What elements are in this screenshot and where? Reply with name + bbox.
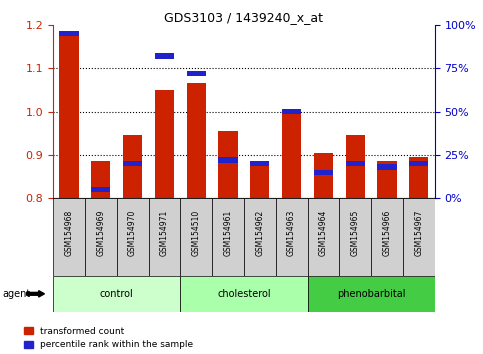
Text: GSM154962: GSM154962 bbox=[256, 210, 264, 256]
Text: GSM154970: GSM154970 bbox=[128, 210, 137, 256]
Bar bbox=[409, 157, 428, 198]
Bar bbox=[339, 198, 371, 276]
Bar bbox=[59, 33, 79, 198]
Text: GSM154971: GSM154971 bbox=[160, 210, 169, 256]
Bar bbox=[53, 276, 180, 312]
Bar bbox=[250, 161, 270, 166]
Bar bbox=[180, 276, 308, 312]
Bar bbox=[155, 53, 174, 59]
Text: GSM154964: GSM154964 bbox=[319, 210, 328, 256]
Bar bbox=[346, 135, 365, 198]
Bar bbox=[85, 198, 117, 276]
Bar bbox=[187, 83, 206, 198]
Bar bbox=[314, 153, 333, 198]
Bar bbox=[149, 198, 180, 276]
Bar bbox=[123, 161, 142, 166]
Bar bbox=[371, 198, 403, 276]
Bar bbox=[91, 187, 111, 192]
Bar bbox=[403, 198, 435, 276]
Legend: transformed count, percentile rank within the sample: transformed count, percentile rank withi… bbox=[24, 327, 193, 349]
Bar bbox=[218, 158, 238, 163]
Bar bbox=[346, 161, 365, 166]
Text: control: control bbox=[100, 289, 134, 299]
Bar bbox=[308, 276, 435, 312]
Text: GSM154961: GSM154961 bbox=[224, 210, 232, 256]
Bar bbox=[59, 31, 79, 36]
Bar bbox=[250, 166, 270, 198]
Text: GSM154963: GSM154963 bbox=[287, 210, 296, 256]
Bar bbox=[187, 71, 206, 76]
Bar bbox=[155, 90, 174, 198]
Title: GDS3103 / 1439240_x_at: GDS3103 / 1439240_x_at bbox=[164, 11, 324, 24]
Text: cholesterol: cholesterol bbox=[217, 289, 271, 299]
Text: GSM154968: GSM154968 bbox=[65, 210, 73, 256]
Text: phenobarbital: phenobarbital bbox=[337, 289, 405, 299]
Bar bbox=[180, 198, 212, 276]
Text: GSM154966: GSM154966 bbox=[383, 210, 392, 256]
Bar bbox=[314, 170, 333, 175]
Text: GSM154510: GSM154510 bbox=[192, 210, 201, 256]
Bar bbox=[123, 135, 142, 198]
Text: GSM154965: GSM154965 bbox=[351, 210, 360, 256]
Bar bbox=[218, 131, 238, 198]
Text: GSM154969: GSM154969 bbox=[96, 210, 105, 256]
Bar bbox=[117, 198, 149, 276]
Bar bbox=[378, 164, 397, 170]
Bar bbox=[378, 161, 397, 198]
Bar bbox=[276, 198, 308, 276]
Text: GSM154967: GSM154967 bbox=[414, 210, 423, 256]
Bar bbox=[308, 198, 339, 276]
Bar bbox=[91, 161, 110, 198]
Bar bbox=[244, 198, 276, 276]
Bar bbox=[212, 198, 244, 276]
Bar bbox=[53, 198, 85, 276]
Text: agent: agent bbox=[2, 289, 30, 299]
Bar bbox=[409, 161, 428, 166]
Bar bbox=[282, 109, 301, 114]
Bar bbox=[282, 112, 301, 198]
